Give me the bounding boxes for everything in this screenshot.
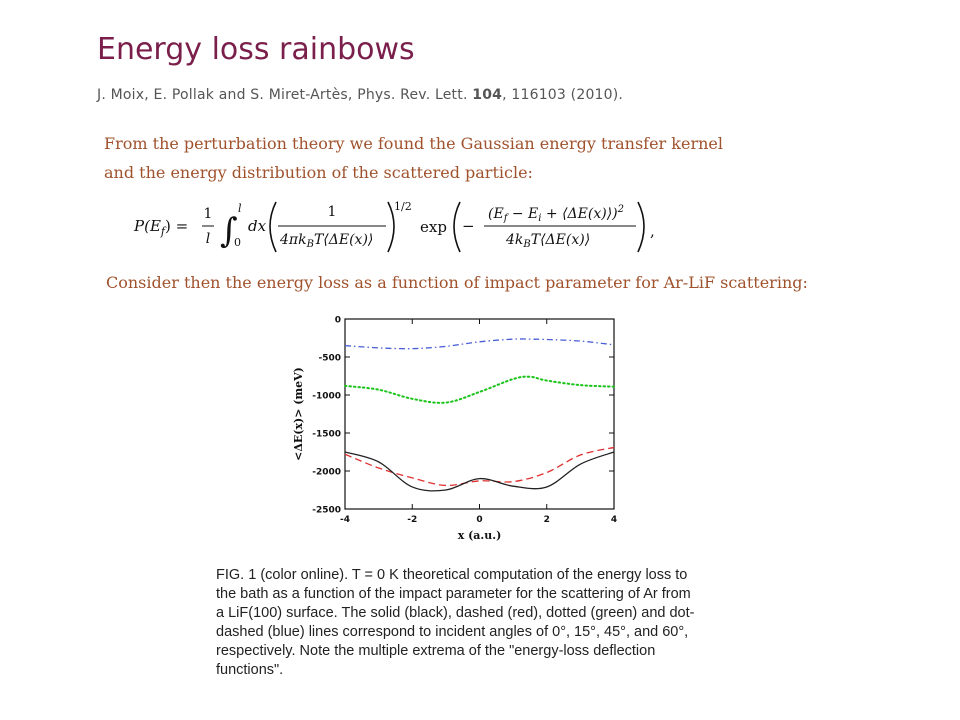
formula-comma: , <box>650 222 655 240</box>
formula-frac2-den: 4πkBT⟨ΔE(x)⟩ <box>279 232 373 250</box>
figure-caption-text: FIG. 1 (color online). T = 0 K theoretic… <box>216 567 695 678</box>
citation: J. Moix, E. Pollak and S. Miret-Artès, P… <box>97 87 623 103</box>
series-line-dot-dashed <box>344 338 615 350</box>
y-tick-label: -2500 <box>312 506 341 516</box>
y-tick-label: -1000 <box>312 392 341 402</box>
chart-frame <box>344 318 615 510</box>
slide-title: Energy loss rainbows <box>97 32 415 67</box>
x-tick-label: 0 <box>476 515 482 525</box>
x-tick-label: 2 <box>544 515 550 525</box>
series-line-dashed <box>344 446 615 487</box>
y-tick-label: -2000 <box>312 468 341 478</box>
formula-frac3-num: (Ef − Ei + ⟨ΔE(x)⟩)2 <box>488 204 624 224</box>
citation-authors: J. Moix, E. Pollak and S. Miret-Artès, P… <box>97 87 473 103</box>
chart-frame-box <box>344 318 615 510</box>
formula-paren-left-2 <box>453 201 461 253</box>
formula-int-upper: l <box>238 202 242 215</box>
formula-frac1-den: l <box>206 231 210 247</box>
y-tick-label: -500 <box>318 354 341 364</box>
chart-series <box>344 338 615 492</box>
chart-xlabel: x (a.u.) <box>458 529 502 542</box>
x-tick-label: -4 <box>340 515 350 525</box>
citation-suffix: , 116103 (2010). <box>502 87 624 103</box>
figure-caption: FIG. 1 (color online). T = 0 K theoretic… <box>216 566 698 680</box>
formula-frac2-num: 1 <box>328 204 337 220</box>
formula-minus: − <box>462 217 475 235</box>
intro-line-1: From the perturbation theory we found th… <box>104 134 723 153</box>
formula-paren-right <box>387 201 395 253</box>
integral-sign: ∫ <box>220 211 238 251</box>
y-tick-label: 0 <box>335 316 341 326</box>
formula-power: 1/2 <box>394 200 412 213</box>
formula-paren-right-2 <box>637 201 645 253</box>
series-line-dotted <box>344 375 615 404</box>
energy-distribution-formula: P(Ef) = 1 l ∫ l 0 dx 1 4πkBT⟨ΔE(x)⟩ 1/2 … <box>133 200 655 253</box>
intro-line-2: and the energy distribution of the scatt… <box>104 163 533 182</box>
citation-volume: 104 <box>472 87 503 103</box>
formula-frac1-num: 1 <box>204 206 213 222</box>
formula-exp: exp <box>420 218 447 236</box>
formula-frac3-den: 4kBT⟨ΔE(x)⟩ <box>505 232 590 250</box>
chart-ticks: 0 -500 -1000 -1500 -2000 -2500-4 -2 0 2 4 <box>312 316 617 526</box>
x-tick-label: 4 <box>611 515 617 525</box>
formula-dx: dx <box>248 217 267 235</box>
chart-ylabel: <ΔE(x)> (meV) <box>292 367 305 461</box>
series-line-solid <box>344 451 615 492</box>
formula-paren-left <box>269 201 277 253</box>
formula-int-lower: 0 <box>234 236 241 249</box>
consider-text: Consider then the energy loss as a funct… <box>106 273 808 292</box>
x-tick-label: -2 <box>407 515 417 525</box>
formula-lhs: P(Ef) = <box>133 217 188 238</box>
energy-loss-chart: 0 -500 -1000 -1500 -2000 -2500-4 -2 0 2 4 x (a.u.… <box>292 316 617 543</box>
y-tick-label: -1500 <box>312 430 341 440</box>
